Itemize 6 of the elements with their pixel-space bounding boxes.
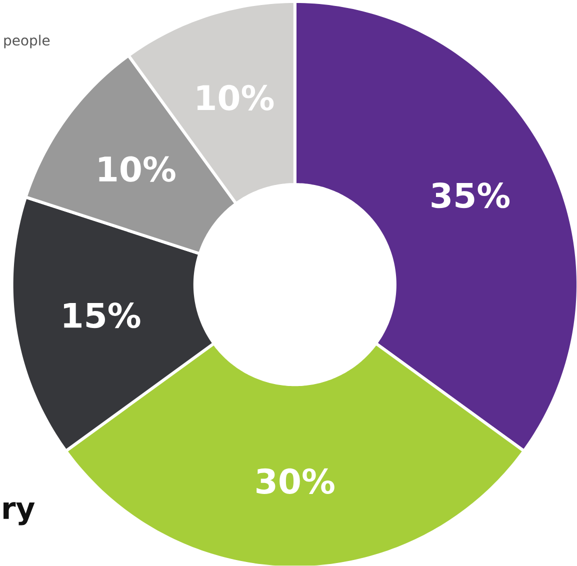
data-label: 15% (64, 302, 140, 328)
data-label: 10% (99, 156, 176, 182)
data-label: 30% (256, 468, 334, 494)
data-label: 35% (432, 182, 510, 208)
text: people (4, 34, 50, 48)
text: ry (4, 502, 35, 526)
